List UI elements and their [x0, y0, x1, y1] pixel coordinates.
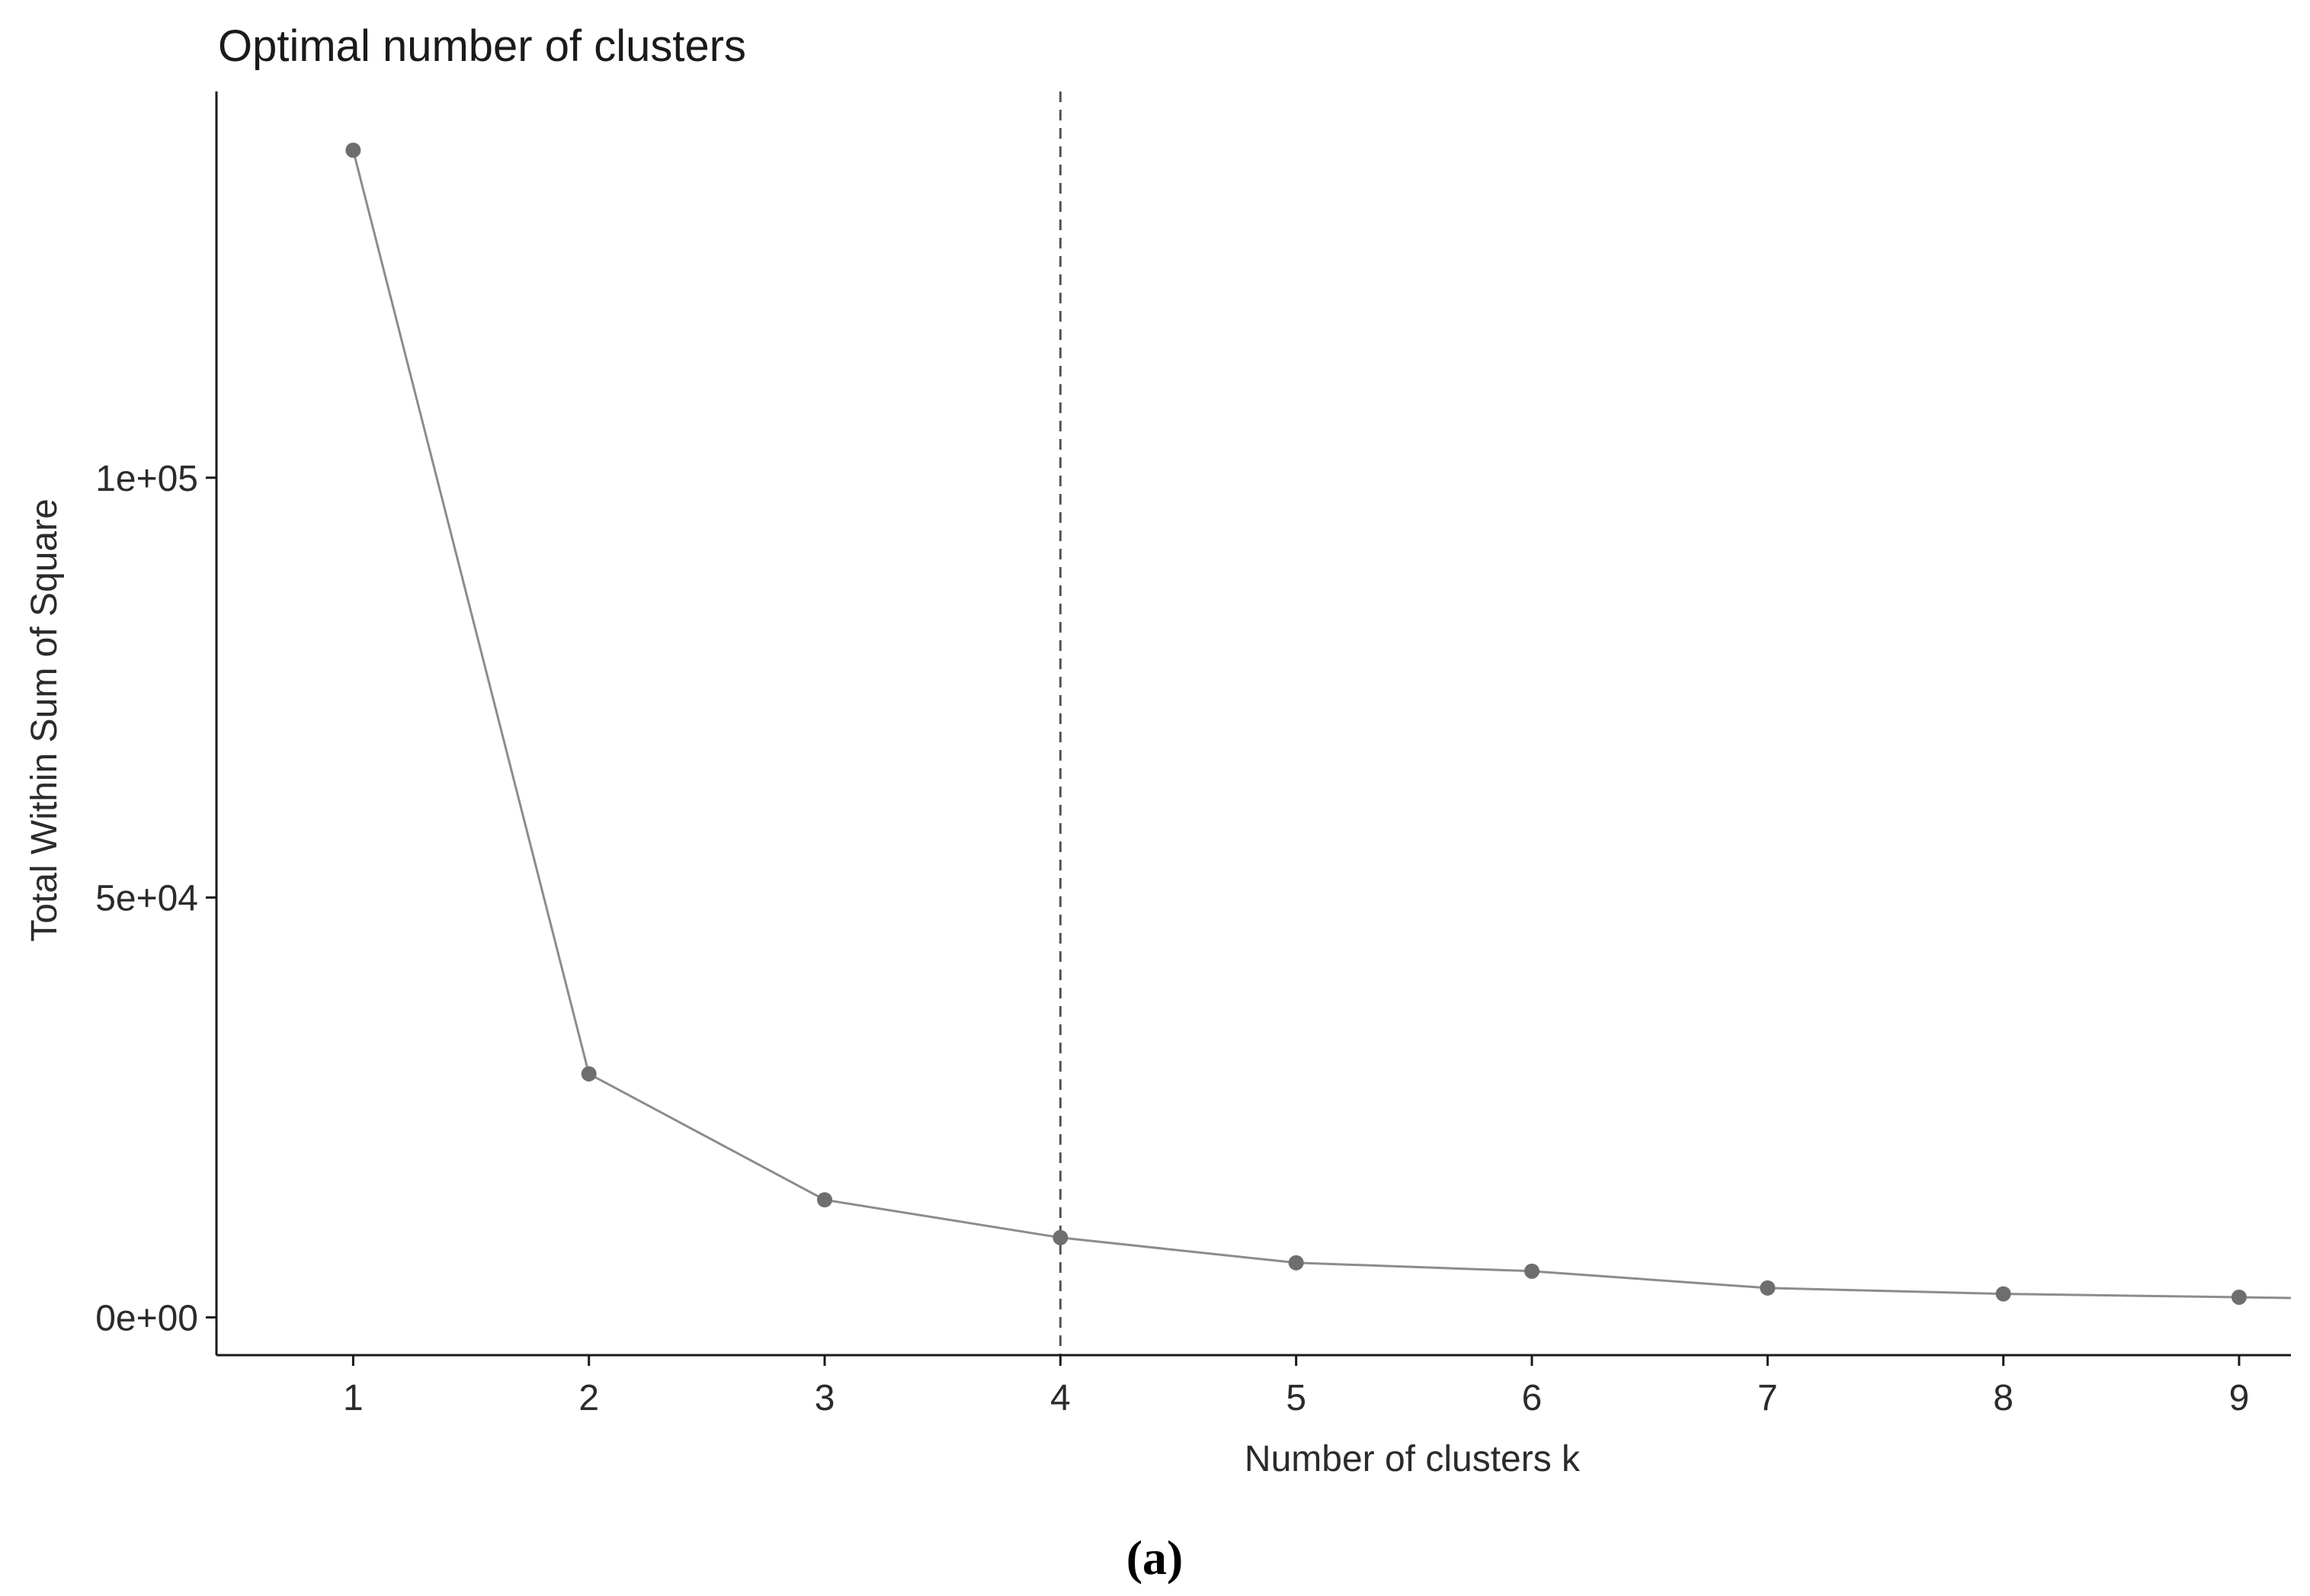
data-point — [581, 1066, 597, 1082]
x-tick-label: 4 — [1050, 1378, 1071, 1418]
y-tick-label: 1e+05 — [95, 459, 198, 499]
data-point — [1760, 1280, 1776, 1296]
y-axis-ticks: 0e+00 5e+04 1e+05 — [95, 459, 216, 1338]
x-axis-ticks: 1 2 3 4 5 6 7 8 9 — [343, 1355, 2249, 1418]
y-tick-label: 0e+00 — [95, 1298, 198, 1338]
x-tick-label: 7 — [1757, 1378, 1778, 1418]
x-tick-label: 3 — [815, 1378, 835, 1418]
x-tick-label: 2 — [578, 1378, 599, 1418]
data-point — [1523, 1263, 1539, 1279]
chart-title: Optimal number of clusters — [218, 21, 746, 71]
series-line — [351, 149, 2292, 1300]
x-axis-label: Number of clusters k — [1245, 1439, 1581, 1479]
data-point — [2231, 1289, 2247, 1305]
data-points — [345, 143, 2247, 1305]
data-point — [817, 1192, 833, 1208]
x-tick-label: 9 — [2229, 1378, 2250, 1418]
data-point — [1052, 1229, 1068, 1245]
data-point — [1995, 1286, 2011, 1302]
data-point — [345, 143, 361, 159]
y-axis-label: Total Within Sum of Square — [24, 498, 65, 942]
data-point — [1288, 1255, 1304, 1271]
x-tick-label: 1 — [343, 1378, 364, 1418]
x-tick-label: 5 — [1286, 1378, 1306, 1418]
x-tick-label: 8 — [1993, 1378, 2014, 1418]
y-tick-label: 5e+04 — [95, 879, 198, 919]
figure-caption: (a) — [1126, 1530, 1184, 1585]
x-tick-label: 6 — [1522, 1378, 1543, 1418]
